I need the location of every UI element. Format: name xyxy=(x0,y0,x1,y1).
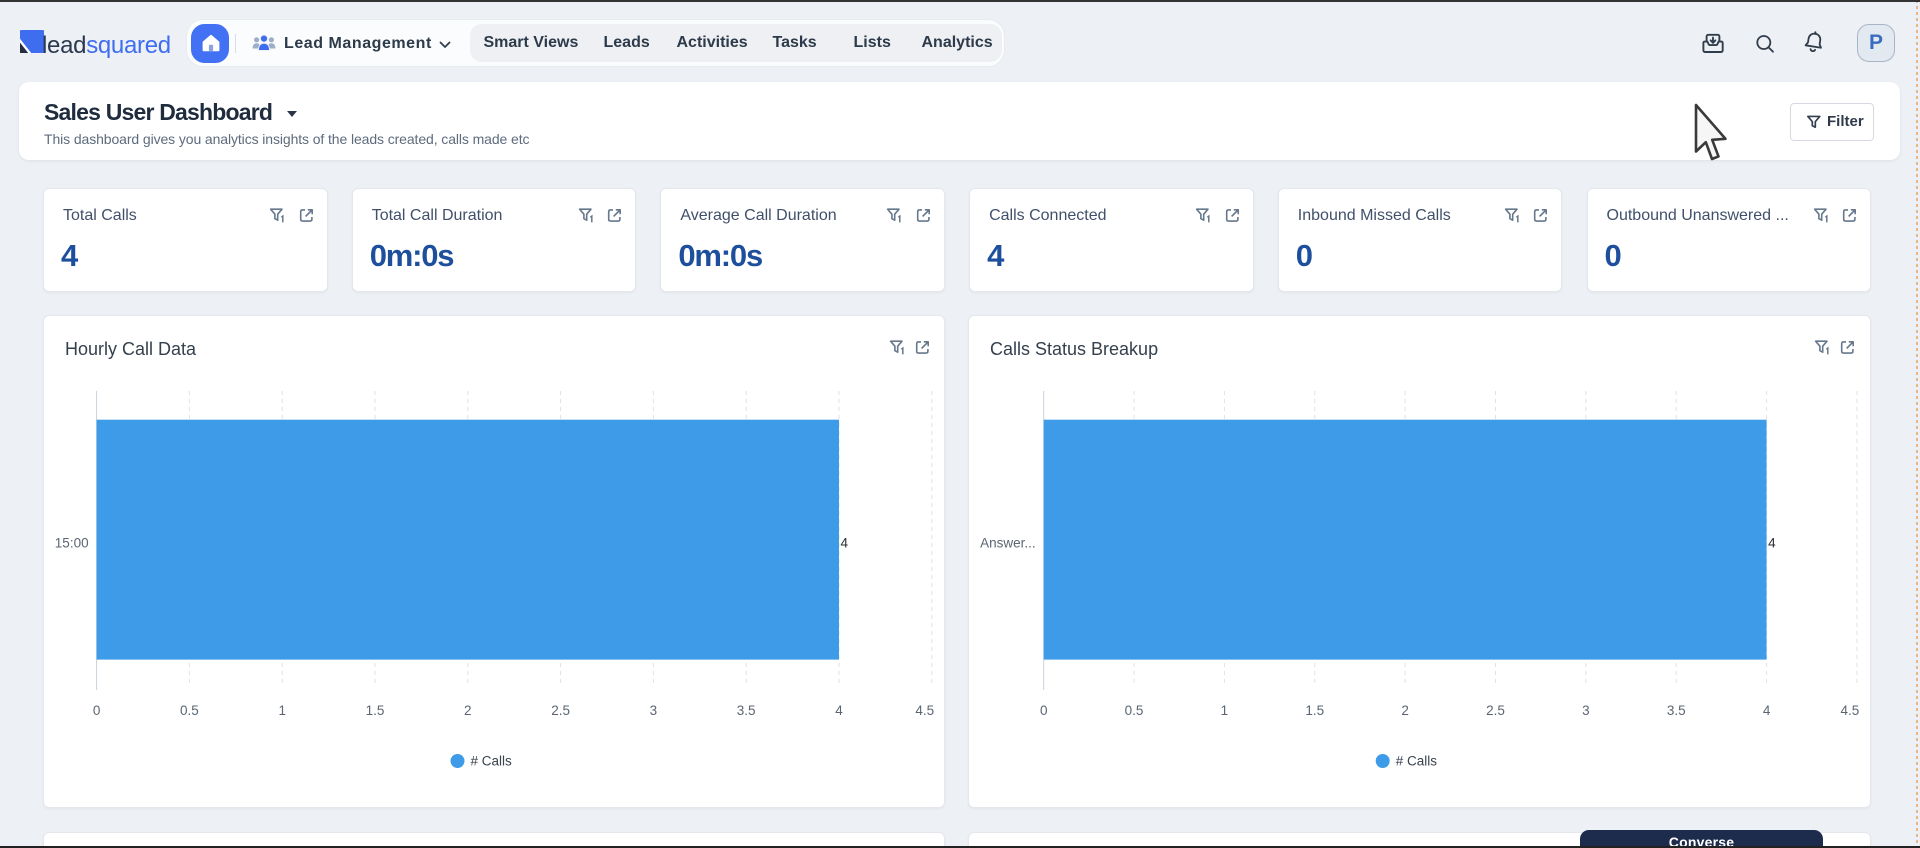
svg-text:1: 1 xyxy=(1221,703,1229,718)
svg-text:4: 4 xyxy=(1763,703,1771,718)
svg-text:1.5: 1.5 xyxy=(1305,703,1324,718)
svg-text:15:00: 15:00 xyxy=(55,536,89,551)
svg-text:2: 2 xyxy=(1401,703,1409,718)
svg-text:3: 3 xyxy=(1582,703,1590,718)
svg-text:0.5: 0.5 xyxy=(180,703,199,718)
svg-text:# Calls: # Calls xyxy=(1396,754,1438,769)
svg-text:0: 0 xyxy=(1040,703,1048,718)
svg-text:# Calls: # Calls xyxy=(471,754,513,769)
svg-text:1.5: 1.5 xyxy=(366,703,385,718)
svg-text:4: 4 xyxy=(1768,536,1776,551)
svg-text:Answer...: Answer... xyxy=(980,536,1036,551)
svg-text:0.5: 0.5 xyxy=(1125,703,1144,718)
svg-text:2.5: 2.5 xyxy=(551,703,570,718)
svg-text:2: 2 xyxy=(464,703,472,718)
svg-text:4.5: 4.5 xyxy=(915,703,934,718)
svg-text:4: 4 xyxy=(841,536,849,551)
svg-text:3: 3 xyxy=(650,703,658,718)
svg-text:3.5: 3.5 xyxy=(1667,703,1686,718)
svg-text:0: 0 xyxy=(93,703,101,718)
svg-text:2.5: 2.5 xyxy=(1486,703,1505,718)
svg-text:1: 1 xyxy=(278,703,286,718)
svg-text:4: 4 xyxy=(835,703,843,718)
svg-text:4.5: 4.5 xyxy=(1841,703,1860,718)
svg-text:3.5: 3.5 xyxy=(737,703,756,718)
